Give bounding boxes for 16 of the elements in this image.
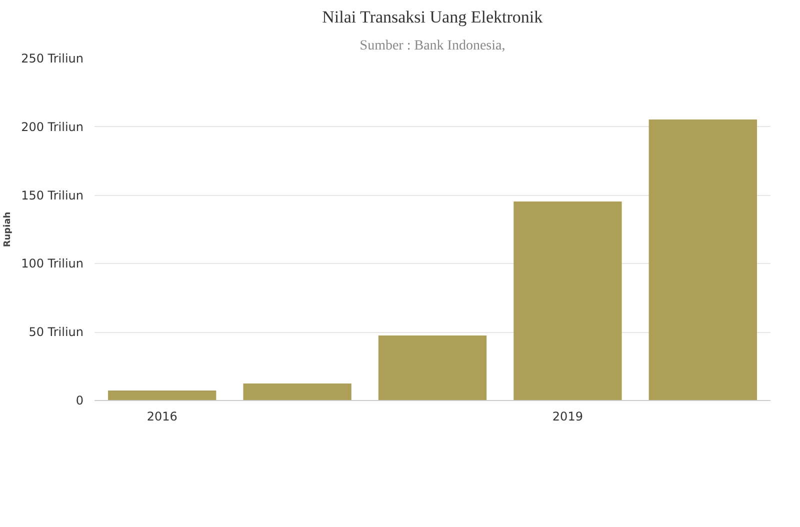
y-tick-label: 50 Triliun <box>28 325 84 340</box>
y-tick-label: 100 Triliun <box>21 256 84 271</box>
x-tick-label: 2019 <box>552 410 583 424</box>
chart-subtitle: Sumber : Bank Indonesia, <box>360 38 506 54</box>
bar <box>243 384 352 400</box>
x-tick-label: 2016 <box>146 410 178 424</box>
bar <box>514 201 622 400</box>
y-tick-label: 0 <box>76 394 84 408</box>
chart-title: Nilai Transaksi Uang Elektronik <box>322 8 544 26</box>
y-tick-label: 150 Triliun <box>21 188 84 202</box>
bar <box>108 390 216 400</box>
y-tick-label: 250 Triliun <box>21 52 84 66</box>
y-axis-title: Rupiah <box>3 212 14 248</box>
y-tick-label: 200 Triliun <box>21 120 84 134</box>
bar <box>378 336 487 400</box>
bar <box>648 120 757 400</box>
